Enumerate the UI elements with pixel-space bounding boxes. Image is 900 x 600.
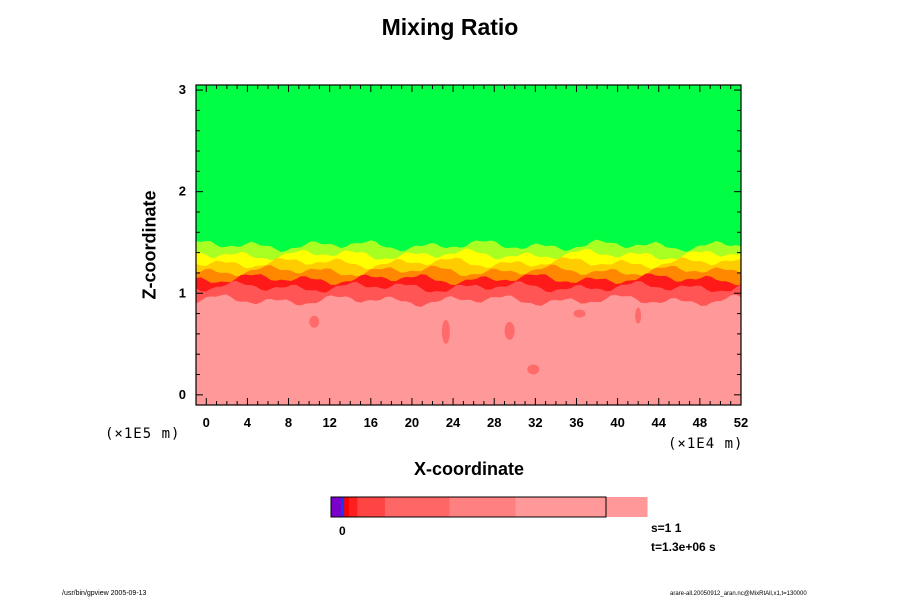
y-axis-unit: (×1E5 m): [105, 426, 181, 442]
y-tick-label: 0: [179, 387, 186, 402]
colorbar-swatch: [331, 497, 342, 517]
x-tick-label: 24: [446, 415, 461, 430]
x-tick-label: 20: [405, 415, 419, 430]
footer-source: arare-all.20050912_aran.nc@MixRtAll,x1,t…: [670, 591, 807, 597]
x-axis: 0 4 8 12 16 20 24 28 32 36 40 44 48 52: [195, 85, 748, 430]
time-label: t=1.3e+06 s: [651, 540, 716, 554]
colorbar-swatch: [357, 497, 386, 517]
colorbar-swatch: [349, 497, 358, 517]
plot-frame: [195, 84, 742, 406]
x-axis-label: X-coordinate: [413, 459, 524, 479]
x-tick-label: 0: [203, 415, 210, 430]
colorbar-swatch: [344, 497, 350, 517]
x-tick-label: 36: [569, 415, 583, 430]
colorbar-swatch: [340, 497, 345, 517]
x-tick-label: 32: [528, 415, 542, 430]
x-axis-unit: (×1E4 m): [668, 436, 744, 452]
colorbar: [330, 496, 648, 518]
y-axis-label: Z-coordinate: [139, 190, 160, 300]
x-tick-label: 28: [487, 415, 501, 430]
colorbar-swatch: [449, 497, 516, 517]
y-tick-label: 2: [179, 184, 186, 199]
x-tick-label: 16: [364, 415, 378, 430]
colorbar-swatch: [515, 497, 648, 517]
plume-blob: [441, 319, 450, 344]
layer-region-7: [196, 294, 741, 405]
x-tick-label: 40: [610, 415, 624, 430]
x-tick-label: 4: [244, 415, 252, 430]
chart-title: Mixing Ratio: [381, 14, 519, 40]
y-axis: 0 1 2 3: [179, 82, 741, 402]
x-tick-label: 8: [285, 415, 292, 430]
step-label: s=1 1: [651, 521, 682, 535]
y-tick-label: 1: [179, 285, 186, 300]
plume-blob: [527, 364, 540, 375]
x-tick-label: 52: [734, 415, 748, 430]
footer-command: /usr/bin/gpview 2005-09-13: [62, 590, 147, 597]
plume-blob: [504, 321, 515, 340]
colorbar-swatch: [384, 497, 450, 517]
x-tick-label: 12: [322, 415, 336, 430]
x-tick-label: 44: [652, 415, 667, 430]
x-tick-label: 48: [693, 415, 707, 430]
mixing-ratio-field: [196, 85, 741, 405]
plume-blob: [573, 309, 586, 318]
y-tick-label: 3: [179, 82, 186, 97]
plume-blob: [309, 315, 320, 328]
colorbar-tick-label: 0: [339, 524, 346, 538]
plume-blob: [635, 307, 642, 324]
colorbar-frame: [330, 496, 607, 518]
